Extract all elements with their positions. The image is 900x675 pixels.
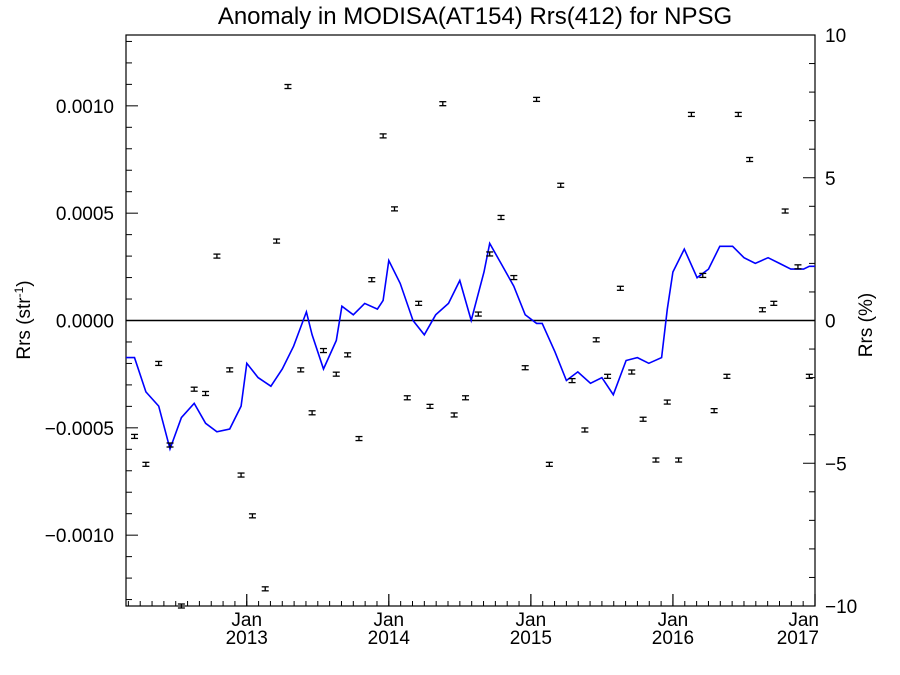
x-tick-year: 2016	[652, 628, 694, 649]
data-point	[297, 367, 305, 373]
data-point	[770, 300, 778, 306]
x-tick-year: 2015	[510, 628, 552, 649]
data-point	[248, 513, 256, 519]
x-tick-month: Jan	[658, 610, 689, 631]
y2-tick-label: −5	[825, 454, 847, 475]
y2-axis-ticks: 10 5 0 −5 −10	[803, 26, 857, 618]
data-point	[332, 371, 340, 377]
chart-title: Anomaly in MODISA(AT154) Rrs(412) for NP…	[218, 3, 732, 30]
percent-anomaly-polyline	[126, 241, 815, 452]
data-point	[319, 347, 327, 354]
data-point	[568, 377, 576, 384]
data-point	[426, 403, 434, 410]
data-point	[497, 214, 505, 221]
data-point	[581, 427, 589, 433]
data-point	[794, 264, 802, 270]
data-point	[190, 386, 198, 392]
y2-tick-label: 5	[825, 169, 836, 190]
x-tick-month: Jan	[516, 610, 547, 631]
data-point	[474, 311, 482, 317]
data-point	[450, 412, 458, 418]
data-point	[781, 208, 789, 214]
data-point	[177, 603, 185, 609]
y2-axis-label: Rrs (%)	[856, 293, 877, 357]
data-point	[687, 111, 695, 118]
data-point	[226, 367, 234, 373]
percent-anomaly-line	[126, 241, 815, 452]
data-point	[510, 274, 518, 281]
x-tick-year: 2017	[777, 628, 819, 649]
data-point	[723, 373, 731, 379]
y-tick-label: 0.0010	[56, 97, 114, 118]
data-point	[355, 435, 363, 442]
data-point	[237, 472, 245, 478]
x-tick-month: Jan	[788, 610, 819, 631]
data-point	[344, 352, 352, 358]
data-point	[675, 457, 683, 463]
data-point	[663, 399, 671, 405]
x-tick-month: Jan	[373, 610, 404, 631]
data-point	[379, 133, 387, 139]
data-point	[710, 408, 718, 414]
data-point	[166, 442, 174, 448]
data-point	[604, 373, 612, 379]
data-point	[462, 395, 470, 401]
data-point	[308, 410, 316, 416]
data-point	[368, 277, 376, 283]
data-point	[592, 337, 600, 343]
data-point	[533, 96, 541, 103]
data-point	[202, 390, 210, 397]
data-point	[545, 461, 553, 467]
data-point	[284, 83, 292, 90]
x-tick-year: 2013	[226, 628, 268, 649]
y-axis-ticks: 0.0010 0.0005 0.0000 −0.0005 −0.0010	[45, 40, 138, 601]
y2-tick-label: 10	[825, 26, 846, 47]
y-tick-label: 0.0000	[56, 312, 114, 333]
y2-tick-label: −10	[825, 597, 857, 618]
data-point	[616, 285, 624, 291]
data-point	[628, 369, 636, 375]
data-point	[557, 182, 565, 188]
data-point	[390, 206, 398, 212]
y-axis-label: Rrs (str-1)	[12, 280, 35, 359]
rrs-anomaly-points	[131, 83, 813, 609]
data-point	[415, 300, 423, 306]
y-tick-label: 0.0005	[56, 204, 114, 225]
data-point	[521, 365, 529, 371]
data-point	[155, 360, 163, 367]
x-tick-year: 2014	[368, 628, 411, 649]
data-point	[746, 156, 754, 163]
data-point	[131, 433, 139, 440]
data-point	[639, 416, 647, 422]
data-point	[261, 586, 269, 592]
data-point	[142, 461, 150, 467]
data-point	[734, 111, 742, 118]
data-point	[758, 307, 766, 313]
data-point	[805, 373, 813, 379]
y2-tick-label: 0	[825, 312, 836, 333]
data-point	[439, 101, 447, 107]
data-point	[699, 272, 707, 279]
data-point	[213, 253, 221, 259]
data-point	[652, 457, 660, 463]
y-tick-label: −0.0005	[45, 419, 114, 440]
x-tick-month: Jan	[231, 610, 262, 631]
data-point	[486, 251, 494, 257]
y-tick-label: −0.0010	[45, 526, 114, 547]
data-point	[273, 238, 281, 244]
data-point	[403, 395, 411, 401]
